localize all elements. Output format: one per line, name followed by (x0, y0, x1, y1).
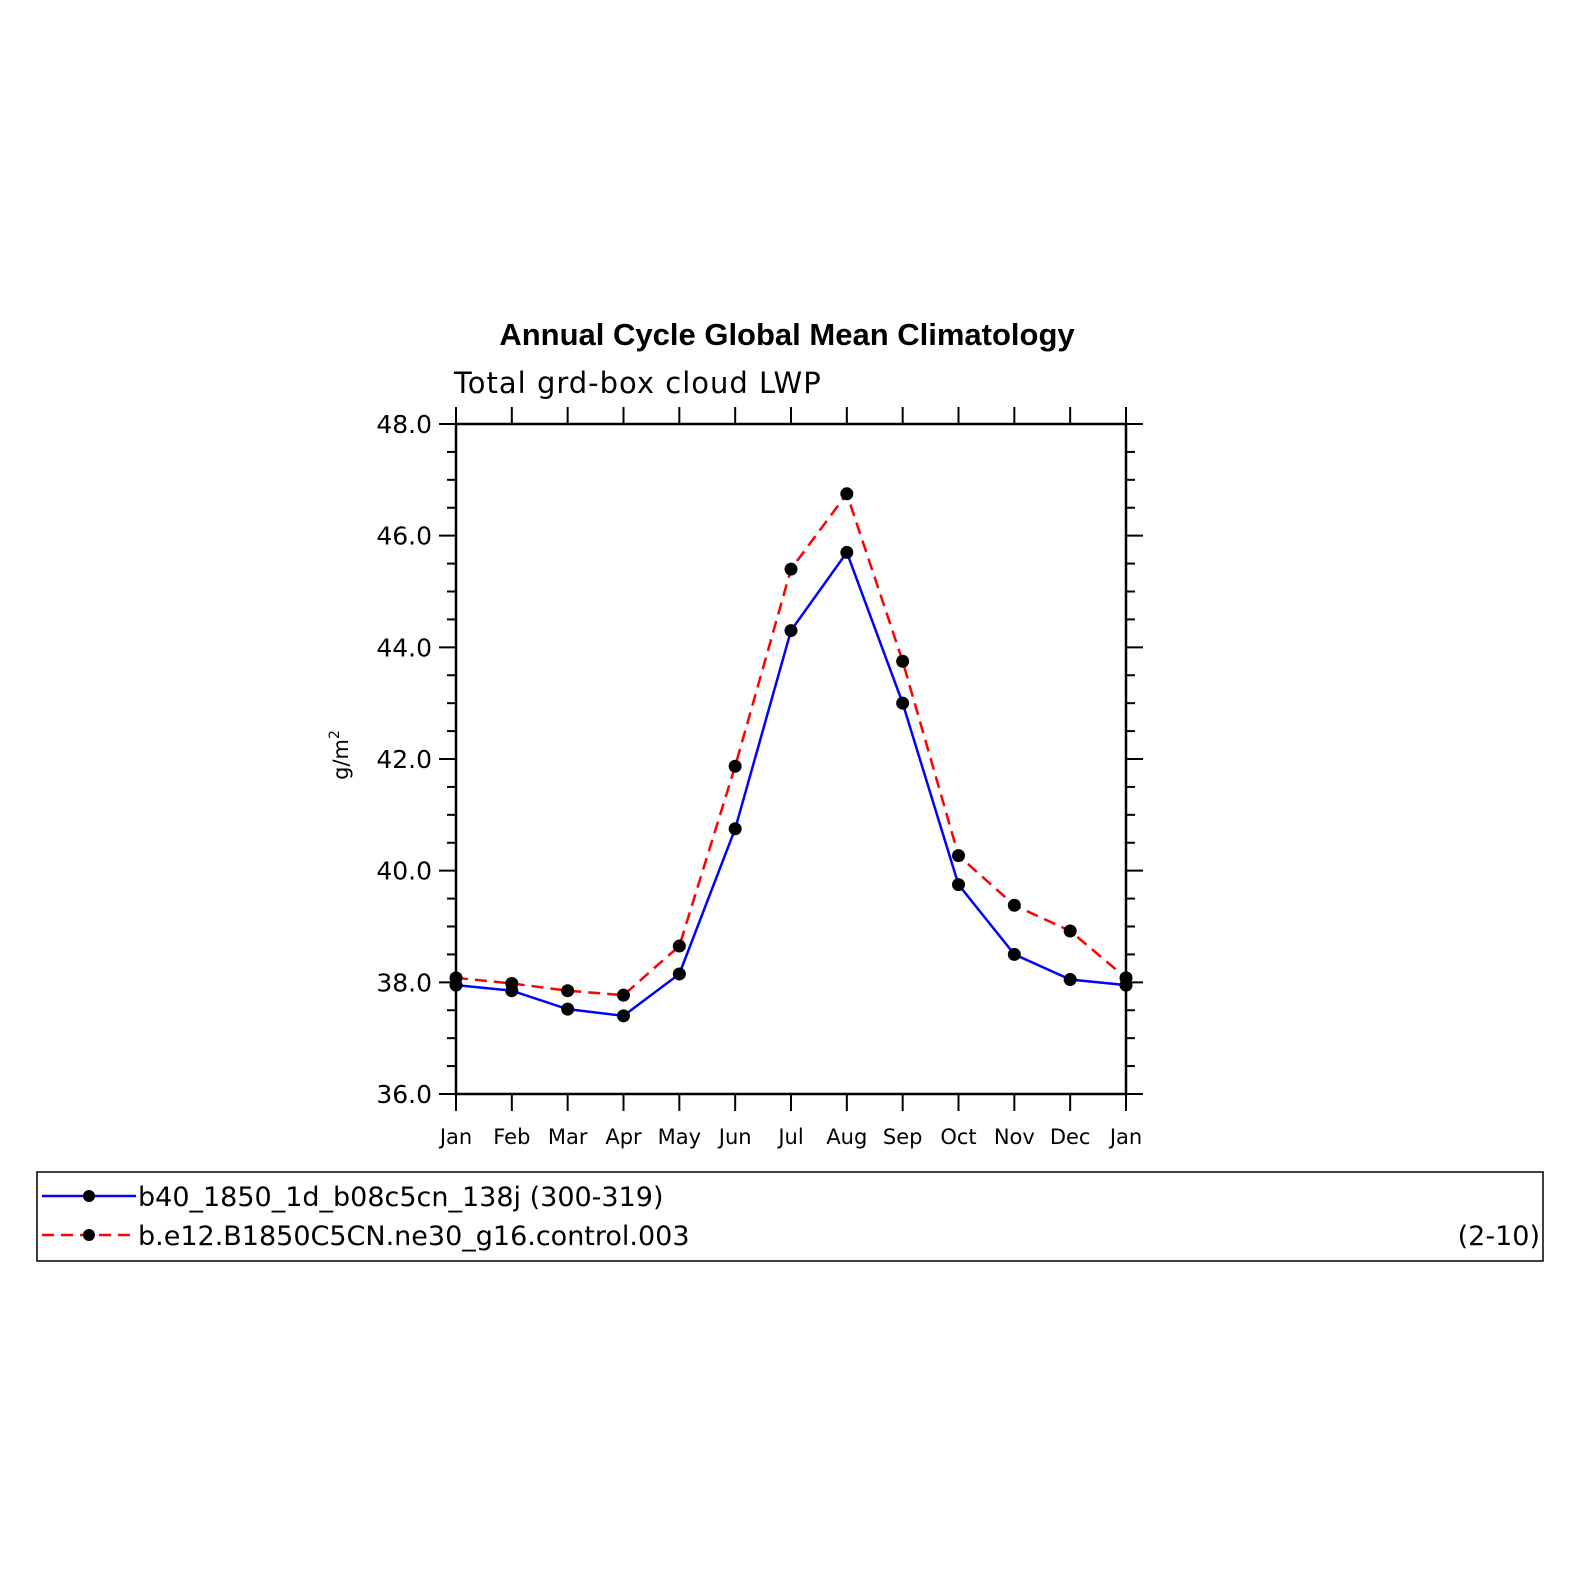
y-tick-label: 46.0 (376, 522, 432, 551)
data-point (1007, 947, 1021, 961)
x-tick-label: Jun (717, 1125, 752, 1149)
y-tick-label: 40.0 (376, 857, 432, 886)
x-tick-label: Jul (776, 1125, 803, 1149)
x-tick-label: Apr (605, 1125, 642, 1149)
y-tick-label: 36.0 (376, 1080, 432, 1109)
legend-entry: b40_1850_1d_b08c5cn_138j (300-319) (42, 1182, 664, 1213)
legend-note: (2-10) (1458, 1221, 1540, 1252)
y-axis-label: g/m2 (327, 730, 353, 780)
data-point (672, 939, 686, 953)
x-tick-label: Oct (940, 1125, 976, 1149)
legend: b40_1850_1d_b08c5cn_138j (300-319) b.e12.… (36, 1171, 1544, 1262)
data-point (617, 1009, 630, 1023)
x-tick-label: Dec (1050, 1125, 1091, 1149)
y-ticks (439, 423, 1143, 1095)
plot-axes: 36.0 38.0 40.0 42.0 44.0 46.0 48.0 Jan Feb Mar Apr… (376, 407, 1143, 1149)
x-tick-label: Mar (548, 1125, 588, 1149)
data-point (1063, 973, 1077, 987)
chart-subtitle: Total grd-box cloud LWP (453, 366, 822, 400)
x-tick-label: Aug (826, 1125, 867, 1149)
chart-title: Annual Cycle Global Mean Climatology (499, 317, 1075, 352)
y-axis-label-exponent: 2 (327, 730, 343, 739)
data-point (784, 562, 798, 576)
data-point (1119, 971, 1133, 985)
x-tick-label: Feb (493, 1125, 530, 1149)
data-point (1007, 898, 1021, 912)
data-point (840, 487, 854, 501)
legend-box (36, 1171, 1544, 1262)
data-point (617, 988, 630, 1002)
data-point (896, 654, 910, 668)
data-point (561, 984, 575, 998)
y-tick-label: 42.0 (376, 745, 432, 774)
svg-text:g/m2: g/m2 (327, 730, 353, 780)
series-line (455, 549, 1127, 1018)
data-point (952, 878, 965, 892)
data-point (784, 624, 798, 638)
data-point (840, 545, 854, 559)
y-tick-label: 48.0 (376, 410, 432, 439)
data-point (728, 822, 742, 836)
legend-label: b40_1850_1d_b08c5cn_138j (300-319) (138, 1182, 664, 1213)
data-point (672, 967, 686, 981)
x-tick-label: Jan (438, 1125, 472, 1149)
legend-entry: b.e12.B1850C5CN.ne30_g16.control.003 (42, 1221, 690, 1252)
data-point (561, 1002, 575, 1016)
y-tick-label: 38.0 (376, 968, 432, 997)
legend-marker (83, 1190, 95, 1202)
series-2 (449, 487, 1133, 1002)
legend-label: b.e12.B1850C5CN.ne30_g16.control.003 (138, 1221, 690, 1252)
x-tick-label: May (658, 1125, 701, 1149)
x-tick-label: Nov (994, 1125, 1035, 1149)
y-axis-label-unit: g/m (329, 739, 353, 780)
x-tick-label: Sep (883, 1125, 923, 1149)
plot-frame (454, 422, 1128, 1096)
data-point (1063, 924, 1077, 938)
legend-marker (83, 1229, 95, 1241)
x-tick-label: Jan (1108, 1125, 1142, 1149)
series-1 (449, 545, 1133, 1023)
data-point (449, 971, 463, 985)
data-point (952, 849, 965, 863)
data-point (896, 696, 910, 710)
x-ticks (455, 407, 1127, 1111)
data-point (728, 759, 742, 773)
data-point (505, 976, 519, 990)
y-tick-label: 44.0 (376, 633, 432, 662)
series-layer (449, 487, 1133, 1023)
